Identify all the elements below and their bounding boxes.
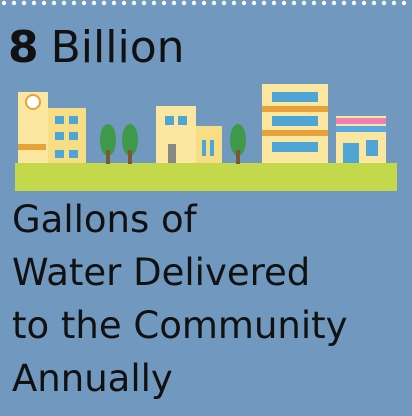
- border-dot: [321, 0, 327, 6]
- window: [69, 116, 78, 124]
- dotted-border: [1, 0, 407, 6]
- window: [69, 132, 78, 140]
- window: [366, 140, 378, 156]
- window: [55, 116, 64, 124]
- border-dot: [181, 0, 187, 6]
- stripe: [336, 126, 386, 132]
- stripe: [336, 118, 386, 124]
- border-dot: [71, 0, 77, 6]
- window: [272, 116, 318, 126]
- border-dot: [61, 0, 67, 6]
- window: [165, 116, 174, 125]
- tree: [100, 124, 116, 156]
- border-dot: [241, 0, 247, 6]
- border-dot: [361, 0, 367, 6]
- border-dot: [51, 0, 57, 6]
- border-dot: [211, 0, 217, 6]
- border-dot: [131, 0, 137, 6]
- caption-line: Gallons of: [12, 198, 198, 241]
- border-dot: [1, 0, 7, 6]
- window: [55, 132, 64, 140]
- building: [196, 126, 222, 163]
- window: [202, 140, 206, 156]
- window: [272, 142, 318, 152]
- border-dot: [221, 0, 227, 6]
- border-dot: [101, 0, 107, 6]
- border-dot: [141, 0, 147, 6]
- border-dot: [81, 0, 87, 6]
- border-dot: [401, 0, 407, 6]
- window: [178, 116, 187, 125]
- border-dot: [391, 0, 397, 6]
- headline: 8 Billion: [8, 22, 185, 73]
- border-dot: [271, 0, 277, 6]
- border-dot: [91, 0, 97, 6]
- border-dot: [251, 0, 257, 6]
- border-dot: [231, 0, 237, 6]
- city-illustration: [15, 84, 397, 191]
- trunk: [236, 150, 240, 164]
- border-dot: [301, 0, 307, 6]
- border-dot: [281, 0, 287, 6]
- caption-line: Annually: [12, 357, 173, 400]
- ground: [15, 163, 397, 191]
- caption-line: to the Community: [12, 304, 348, 347]
- tree: [122, 124, 138, 156]
- border-dot: [31, 0, 37, 6]
- border-dot: [161, 0, 167, 6]
- stripe: [262, 106, 328, 112]
- trunk: [106, 150, 110, 164]
- window: [210, 140, 214, 156]
- border-dot: [261, 0, 267, 6]
- border-dot: [201, 0, 207, 6]
- border-dot: [311, 0, 317, 6]
- border-dot: [291, 0, 297, 6]
- window: [272, 92, 318, 102]
- window: [69, 150, 78, 158]
- window: [343, 143, 359, 163]
- border-dot: [191, 0, 197, 6]
- trunk: [128, 150, 132, 164]
- door: [168, 144, 176, 163]
- border-dot: [41, 0, 47, 6]
- border-dot: [151, 0, 157, 6]
- border-dot: [121, 0, 127, 6]
- border-dot: [11, 0, 17, 6]
- border-dot: [21, 0, 27, 6]
- tree: [230, 124, 246, 156]
- headline-unit: Billion: [51, 22, 185, 73]
- border-dot: [111, 0, 117, 6]
- border-dot: [381, 0, 387, 6]
- building: [48, 108, 86, 163]
- window: [55, 150, 64, 158]
- border-dot: [171, 0, 177, 6]
- border-dot: [371, 0, 377, 6]
- border-dot: [351, 0, 357, 6]
- border-dot: [341, 0, 347, 6]
- clock: [25, 94, 41, 110]
- border-dot: [331, 0, 337, 6]
- headline-number: 8: [8, 22, 39, 73]
- caption-line: Water Delivered: [12, 251, 310, 294]
- awning: [18, 144, 46, 150]
- stripe: [262, 130, 328, 136]
